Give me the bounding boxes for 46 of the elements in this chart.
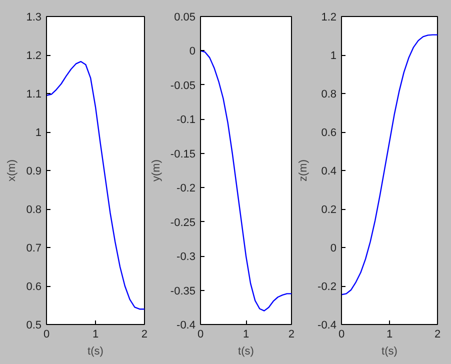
y-tick-label: 1 xyxy=(35,127,42,139)
line-series xyxy=(46,60,144,310)
x-tick-label: 1 xyxy=(386,328,393,340)
y-tick-label: 0.4 xyxy=(321,166,337,178)
y-tick-label: 0 xyxy=(189,46,196,58)
y-tick-label: -0.3 xyxy=(176,251,196,264)
y-tick-label: 0.6 xyxy=(26,281,42,293)
x-tick-label: 2 xyxy=(434,328,441,340)
y-tick-label: 0.2 xyxy=(321,204,337,216)
y-tick-label: 0 xyxy=(330,242,337,254)
y-tick-label: 1.1 xyxy=(26,88,42,100)
y-tick-label: -0.35 xyxy=(170,285,196,298)
y-tick-label: 0.9 xyxy=(26,166,42,178)
y-tick-label: 1 xyxy=(330,50,337,62)
y-tick-label: -0.2 xyxy=(176,182,196,195)
x-tick-label: 0 xyxy=(197,328,204,340)
x-tick-label: 1 xyxy=(242,328,250,340)
y-tick-label: -0.2 xyxy=(318,281,337,293)
x-tick-label: 1 xyxy=(92,328,99,340)
x-tick-label: 2 xyxy=(288,328,295,340)
y-axis-title: z(m) xyxy=(298,159,310,182)
y-tick-label: -0.4 xyxy=(176,320,196,332)
y-tick-label: 1.2 xyxy=(321,12,337,24)
y-axis-title: y(m) xyxy=(150,159,162,182)
y-tick-label: -0.25 xyxy=(170,216,196,229)
y-tick-label: 0.5 xyxy=(26,320,42,332)
x-tick-label: 2 xyxy=(141,328,148,340)
x-tick-label: 0 xyxy=(338,328,345,340)
y-tick-label: 0.6 xyxy=(321,127,337,139)
y-tick-label: -0.4 xyxy=(318,320,337,332)
x-axis-title: t(s) xyxy=(382,346,398,358)
y-tick-label: 0.8 xyxy=(321,88,337,100)
x-axis-title: t(s) xyxy=(88,346,104,358)
x-tick-label: 0 xyxy=(43,328,50,340)
y-tick-label: 1.2 xyxy=(26,50,42,62)
y-tick-label: 0.7 xyxy=(26,242,42,254)
y-tick-label: 0.05 xyxy=(174,12,196,24)
line-series xyxy=(342,34,438,296)
y-axis-title: x(m) xyxy=(6,159,18,182)
x-axis-title: t(s) xyxy=(238,346,254,358)
line-series xyxy=(200,50,292,312)
y-tick-label: 1.3 xyxy=(26,12,42,24)
y-tick-label: -0.1 xyxy=(176,114,196,126)
y-tick-label: -0.15 xyxy=(170,148,196,160)
y-tick-label: 0.8 xyxy=(26,204,42,216)
y-tick-label: -0.05 xyxy=(170,80,196,92)
